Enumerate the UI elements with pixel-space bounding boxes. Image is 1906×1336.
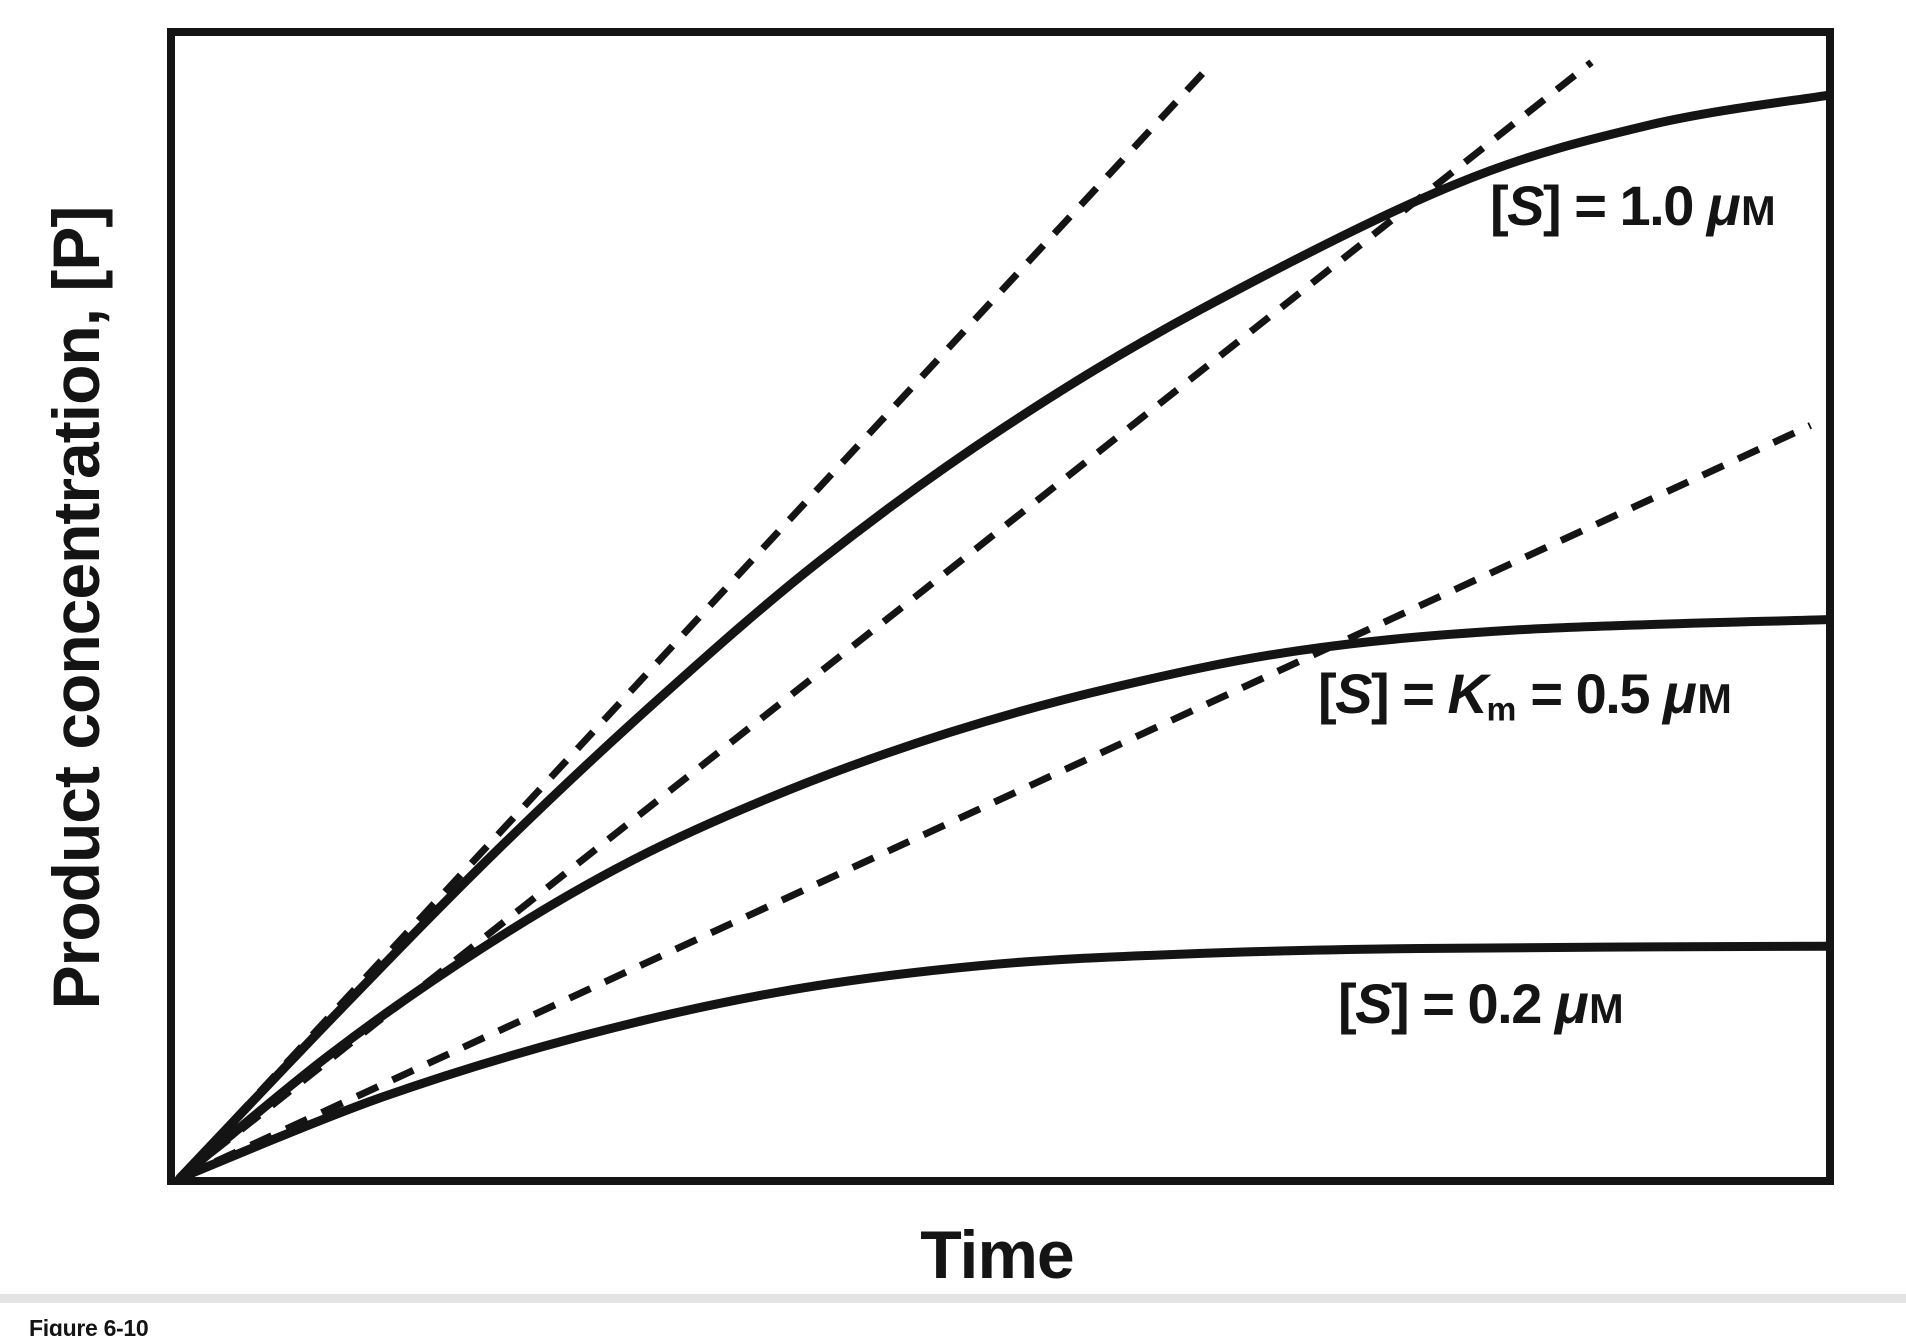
label-s-0_2: [S] = 0.2 μM [1338,976,1624,1032]
bottom-divider-rule [0,1294,1906,1303]
y-axis-label: Product concentration, [P] [39,206,113,1010]
label-s-1_0-part-smallcap: M [1741,187,1776,234]
progress-curve-1 [175,90,1832,1183]
label-s-1_0: [S] = 1.0 μM [1490,178,1776,234]
progress-curve-2 [175,615,1832,1183]
figure-caption: Figure 6-10 [29,1315,149,1336]
label-s-0_2-part-smallcap: M [1589,985,1624,1032]
label-s-km-0_5-part-ital: S [1335,662,1372,725]
label-s-km-0_5-part-plain: ] = [1371,662,1448,725]
initial-velocity-tangent-2 [177,59,1594,1181]
label-s-km-0_5-part-plain: [ [1318,662,1337,725]
label-s-0_2-part-plain: [ [1338,972,1357,1035]
label-s-km-0_5: [S] = Km = 0.5 μM [1318,666,1732,729]
x-axis-label: Time [920,1217,1074,1293]
plot-border [167,28,1834,1185]
label-s-0_2-part-plain: ] = 0.2 [1391,972,1555,1035]
label-s-1_0-part-ital: S [1507,174,1544,237]
progress-curve-3 [175,941,1832,1183]
label-s-km-0_5-part-smallcap: M [1697,675,1732,722]
label-s-km-0_5-part-sub: m [1486,691,1517,729]
label-s-0_2-part-mu: μ [1554,972,1589,1035]
label-s-1_0-part-plain: ] = 1.0 [1543,174,1707,237]
label-s-1_0-part-mu: μ [1706,174,1741,237]
initial-velocity-tangent-3 [178,422,1812,1182]
label-s-km-0_5-part-plain: = 0.5 [1516,662,1664,725]
label-s-0_2-part-ital: S [1355,972,1392,1035]
label-s-km-0_5-part-mu: μ [1663,662,1697,725]
label-s-km-0_5-part-ital: K [1447,662,1487,725]
label-s-1_0-part-plain: [ [1490,174,1509,237]
